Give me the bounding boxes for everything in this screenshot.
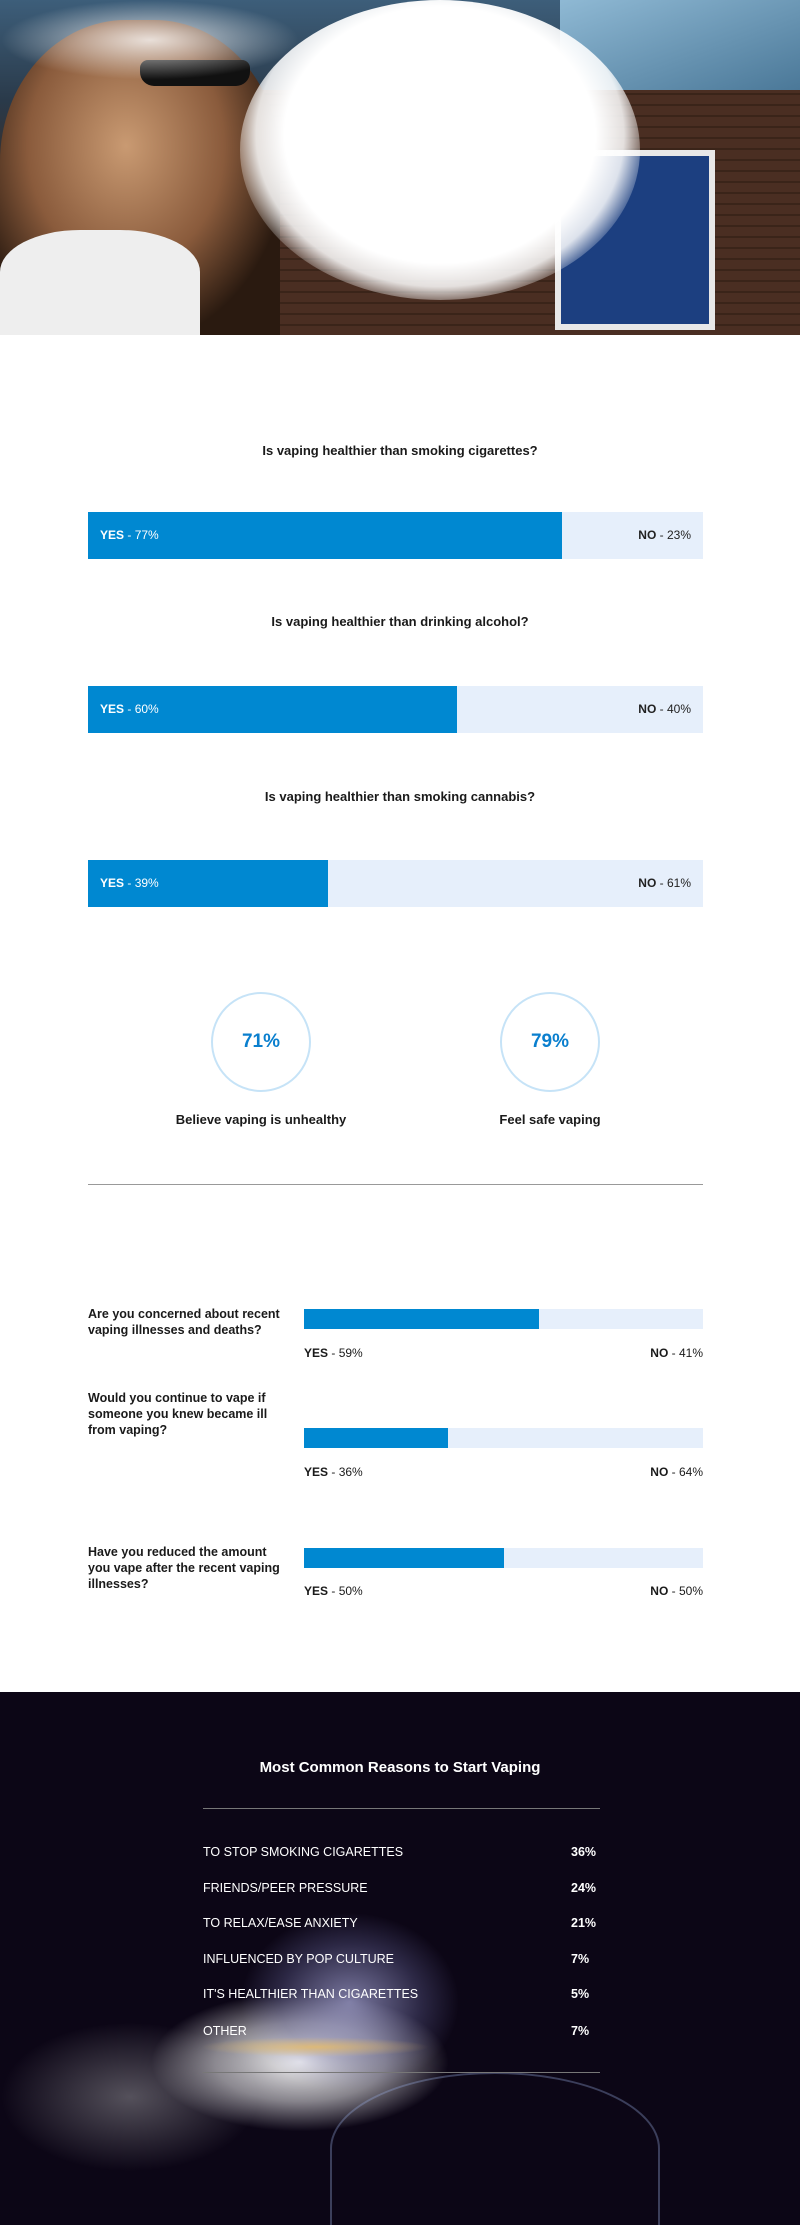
reason-row: TO RELAX/EASE ANXIETY 21%: [203, 1916, 600, 1934]
reason-row: INFLUENCED BY POP CULTURE 7%: [203, 1952, 600, 1970]
no-label: NO: [650, 1465, 669, 1479]
yes-fill: [88, 686, 457, 733]
no-label: NO: [638, 702, 657, 716]
no-value: - 61%: [659, 876, 691, 890]
reason-label: TO STOP SMOKING CIGARETTES: [203, 1845, 404, 1859]
no-label: NO: [638, 528, 657, 542]
reason-value: 21%: [571, 1916, 597, 1930]
concern-question: Are you concerned about recent vaping il…: [88, 1307, 280, 1337]
reason-row: FRIENDS/PEER PRESSURE 24%: [203, 1881, 600, 1899]
yes-label: YES: [100, 702, 125, 716]
no-value: - 50%: [671, 1584, 703, 1598]
stat-label: Feel safe vaping: [499, 1112, 601, 1127]
yes-fill: [304, 1428, 448, 1448]
result-bar: YES - 77% NO - 23%: [88, 512, 703, 559]
concern-question: Would you continue to vape if someone yo…: [88, 1391, 268, 1437]
stat-label: Believe vaping is unhealthy: [175, 1112, 347, 1127]
reason-value: 24%: [571, 1881, 597, 1895]
reason-label: IT'S HEALTHIER THAN CIGARETTES: [203, 1987, 419, 2001]
divider: [203, 1808, 600, 1809]
stat-circle: 71%: [211, 992, 311, 1092]
no-value: - 41%: [671, 1346, 703, 1360]
yes-value: - 39%: [127, 876, 159, 890]
result-bar: [304, 1428, 703, 1448]
concern-question: Have you reduced the amount you vape aft…: [88, 1545, 280, 1591]
no-label: NO: [650, 1346, 669, 1360]
yes-value: - 36%: [331, 1465, 363, 1479]
yes-fill: [304, 1309, 540, 1329]
yes-value: - 59%: [331, 1346, 363, 1360]
stat-circle: 79%: [500, 992, 600, 1092]
reason-label: INFLUENCED BY POP CULTURE: [203, 1952, 395, 1966]
yes-value: - 50%: [331, 1584, 363, 1598]
divider: [203, 2072, 600, 2073]
reason-value: 7%: [571, 2024, 590, 2038]
question-title: Is vaping healthier than smoking cigaret…: [262, 443, 538, 458]
yes-label: YES: [100, 528, 125, 542]
question-title: Is vaping healthier than drinking alcoho…: [271, 614, 529, 629]
reason-label: OTHER: [203, 2024, 247, 2038]
yes-fill: [304, 1548, 504, 1568]
no-label: NO: [650, 1584, 669, 1598]
reason-label: TO RELAX/EASE ANXIETY: [203, 1916, 358, 1930]
reason-value: 36%: [571, 1845, 597, 1859]
yes-label: YES: [304, 1584, 329, 1598]
reasons-section: [0, 1692, 800, 2225]
yes-value: - 60%: [127, 702, 159, 716]
yes-fill: [88, 860, 328, 907]
reasons-title: Most Common Reasons to Start Vaping: [259, 1759, 541, 1776]
reason-value: 5%: [571, 1987, 590, 2001]
section-divider: [88, 1184, 703, 1185]
reason-value: 7%: [571, 1952, 590, 1966]
question-title: Is vaping healthier than smoking cannabi…: [264, 789, 536, 804]
yes-fill: [88, 512, 562, 559]
yes-label: YES: [100, 876, 125, 890]
no-value: - 64%: [671, 1465, 703, 1479]
reason-label: FRIENDS/PEER PRESSURE: [203, 1881, 368, 1895]
no-value: - 40%: [659, 702, 691, 716]
reason-row: OTHER 7%: [203, 2024, 600, 2042]
hero-image: [0, 0, 800, 335]
no-value: - 23%: [659, 528, 691, 542]
reason-row: TO STOP SMOKING CIGARETTES 36%: [203, 1845, 600, 1863]
result-bar: [304, 1548, 703, 1568]
yes-label: YES: [304, 1465, 329, 1479]
yes-value: - 77%: [127, 528, 159, 542]
result-bar: YES - 60% NO - 40%: [88, 686, 703, 733]
no-label: NO: [638, 876, 657, 890]
yes-label: YES: [304, 1346, 329, 1360]
result-bar: YES - 39% NO - 61%: [88, 860, 703, 907]
result-bar: [304, 1309, 703, 1329]
reason-row: IT'S HEALTHIER THAN CIGARETTES 5%: [203, 1987, 600, 2005]
